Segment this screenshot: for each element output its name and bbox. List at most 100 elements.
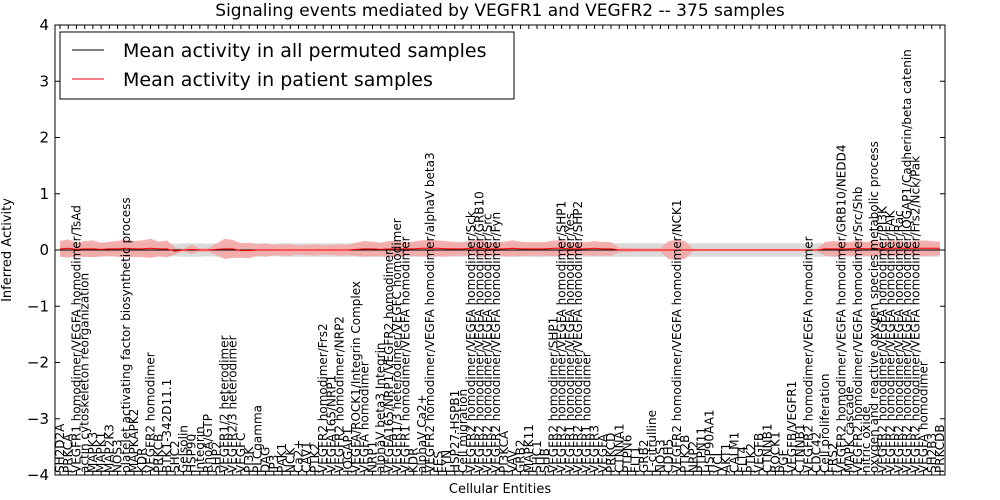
y-tick-label: −1	[27, 297, 49, 315]
y-tick-label: −3	[27, 410, 49, 428]
x-tick-label: VEGFA/ROCK1/Integrin Complex	[349, 281, 363, 473]
x-tick-label: IP3	[267, 455, 281, 473]
x-tick-label: VEGFR2 homodimer/VEGFA homodimer/IQGAP1/…	[900, 49, 914, 473]
y-axis-ticks: −4 −3 −2 −1 0 1 2 3 4	[27, 16, 945, 484]
x-tick-label: CAV1	[300, 441, 314, 473]
x-tick-label: BTK1-342D11.1	[160, 379, 174, 473]
x-tick-label: NRP1	[366, 441, 380, 473]
x-tick-label: VEGFR2 homodimer/VEGFA homodimer/SHP2	[571, 201, 585, 473]
x-tick-label: VCL	[711, 449, 725, 473]
x-tick-label: AKT1	[719, 443, 733, 473]
x-tick-label: VEGFR2 homodimer/VEGFA homodimer/GRB10	[472, 191, 486, 473]
x-tick-label: VEGFR1 homodimer/VEGFA homodimer/TsAd	[69, 205, 83, 473]
x-tick-label: VEGFR2 homodimer/VEGFA homodimer/Src/Shb	[851, 187, 865, 473]
x-tick-label: HSP90AA1	[703, 409, 717, 473]
x-tick-label: L-citrulline	[645, 410, 659, 473]
x-tick-label: MAPK1	[94, 432, 108, 473]
x-tick-label: PRKCB	[152, 434, 166, 473]
x-tick-label: MAPKAPK2	[127, 409, 141, 473]
x-tick-label: CDC42	[810, 432, 824, 473]
x-tick-label: VEGFR2 homodimer/VEGFA homodimer/Sck	[464, 211, 478, 473]
x-tick-label: MAPK3	[86, 432, 100, 473]
y-tick-label: 4	[39, 16, 49, 34]
x-tick-label: VEGFC	[234, 433, 248, 473]
x-tick-label: oxygen and reactive oxygen species metab…	[867, 141, 881, 473]
x-tick-label: FLT4	[736, 446, 750, 473]
x-tick-label: alphaV Ca2+	[415, 394, 429, 473]
x-tick-label: VEGFR2 homodimer/VEGFA homodimer	[801, 236, 815, 473]
x-tick-label: PGF	[777, 449, 791, 473]
x-tick-label: SHB	[538, 448, 552, 473]
legend: Mean activity in all permuted samples Me…	[59, 31, 515, 100]
x-tick-label: VEGFR1/3 heterodimer/VEGFC homodimer	[390, 218, 404, 473]
x-tick-label: GRB2	[637, 439, 651, 473]
x-tick-label: VEGFA165/NRP1	[324, 375, 338, 473]
x-tick-label: CALM1	[727, 432, 741, 473]
x-tick-label: MAPK11	[522, 424, 536, 473]
x-tick-label: PRKCD	[604, 433, 618, 473]
x-tick-label: IQGAP1	[341, 428, 355, 473]
x-tick-label: SH2B3	[925, 433, 939, 473]
x-tick-label: VEGFR2 homodimer/SHP1	[547, 317, 561, 473]
lines	[59, 247, 940, 252]
x-tick-label: PRKCDB	[933, 424, 947, 473]
x-tick-label: FES	[431, 451, 445, 473]
x-tick-label: Cell migration	[456, 389, 470, 473]
x-tick-label: NOS3	[653, 439, 667, 473]
x-tick-label: MAP2K3	[102, 424, 116, 473]
x-tick-label: VEGFR2 homodimer/VEGFA homodimer/GRB10/N…	[834, 144, 848, 473]
legend-label-patient: Mean activity in patient samples	[123, 69, 433, 91]
x-tick-label: VEGFR2 homodimer	[144, 352, 158, 473]
x-tick-label: VEGFR1 homodimer	[579, 352, 593, 473]
x-tick-label: CTNNB1	[793, 423, 807, 473]
x-tick-label: Integrin	[193, 426, 207, 473]
x-tick-label: PRKCA	[61, 433, 75, 473]
x-tick-label: HSP90	[185, 434, 199, 473]
x-tick-label: PTPN11	[695, 427, 709, 473]
x-tick-label: PI3K	[242, 446, 256, 473]
x-tick-label: FYN	[440, 450, 454, 473]
x-tick-label: VEGFR2 homodimer/NRP2	[333, 316, 347, 473]
x-tick-label: FRS2	[826, 443, 840, 474]
x-tick-label: VEGFA	[596, 433, 610, 473]
x-tick-label: NCK	[283, 447, 297, 473]
x-tick-label: DAG	[259, 447, 273, 473]
x-axis-label: Cellular Entities	[449, 482, 551, 497]
y-tick-label: −2	[27, 354, 49, 372]
x-tick-label: VEGFR2/3 heterodimer	[226, 335, 240, 473]
x-tick-label: NRP2	[686, 441, 700, 473]
legend-label-permuted: Mean activity in all permuted samples	[123, 40, 486, 62]
x-tick-label: VEGFR3	[588, 425, 602, 473]
x-tick-label: Gelsolin	[176, 425, 190, 473]
x-tick-label: VEGFR1 homodimer/VEGFA homodimer	[398, 236, 412, 473]
y-tick-label: 1	[39, 185, 49, 203]
x-tick-label: actin cytoskeleton reorganization	[78, 273, 92, 473]
x-tick-label: PTPN6	[621, 435, 635, 473]
x-tick-label: VAV	[505, 449, 519, 473]
x-tick-label: VEGFR2 homodimer/VEGFA homodimer/Src	[481, 213, 495, 473]
x-tick-label: VEGFR1/2 heterodimer	[218, 335, 232, 473]
chart-title: Signaling events mediated by VEGFR1 and …	[215, 1, 785, 21]
x-tick-label: SHC1	[530, 440, 544, 473]
x-tick-label: nitric oxide	[859, 406, 873, 473]
x-tick-label: PLCgamma	[250, 405, 264, 473]
x-tick-label: ROCK1	[769, 431, 783, 473]
y-axis-label: Inferred Activity	[0, 198, 15, 302]
x-tick-label: MAPK cascade	[843, 386, 857, 473]
x-tick-label: RhoA/GTP	[201, 414, 215, 473]
x-tick-label: VEGFB/VEGFR1	[785, 381, 799, 473]
y-tick-label: 0	[39, 241, 49, 259]
x-tick-label: VEGFR2 homodimer/VEGFA homodimer/Fyn	[489, 212, 503, 473]
x-tick-label: CDH5	[662, 439, 676, 473]
x-tick-label: SHC2	[168, 440, 182, 473]
y-tick-label: 2	[39, 129, 49, 147]
x-tick-label: VEGFA homodimer	[357, 361, 371, 473]
x-tick-label: VEGFR2 homodimer/VEGFA homodimer/Rac	[892, 210, 906, 473]
y-tick-label: 3	[39, 72, 49, 90]
x-tick-label: SHP2	[209, 441, 223, 473]
series-line-1	[59, 247, 940, 252]
x-tick-label: VEGFR2 homodimer/VEGFA homodimer/Frs2/Nc…	[908, 156, 922, 473]
x-tick-label: PTK2B	[678, 435, 692, 473]
